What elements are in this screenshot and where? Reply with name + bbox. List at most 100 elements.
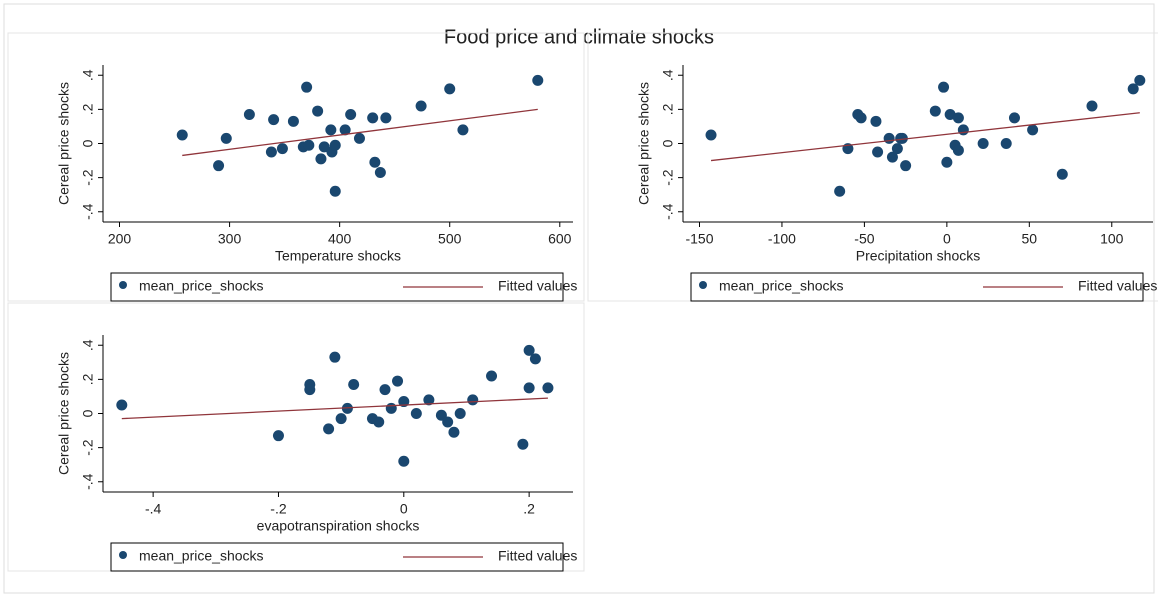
y-tick-label: -.2 <box>80 439 96 456</box>
point <box>457 124 469 136</box>
legend-marker <box>119 551 127 559</box>
point <box>348 378 360 390</box>
point <box>855 112 867 124</box>
legend-box <box>110 272 564 302</box>
point <box>301 81 313 93</box>
point <box>392 375 404 387</box>
point <box>944 108 956 120</box>
point <box>1086 100 1098 112</box>
point <box>220 132 232 144</box>
x-tick-label: 0 <box>943 231 951 247</box>
x-tick-label: 500 <box>438 231 462 247</box>
point <box>329 185 341 197</box>
point <box>345 108 357 120</box>
point <box>883 132 895 144</box>
x-tick-label: 200 <box>108 231 132 247</box>
point <box>374 167 386 179</box>
y-tick-label: -.2 <box>80 169 96 186</box>
x-tick-label: -100 <box>768 231 796 247</box>
point <box>900 160 912 172</box>
y-tick-label: .4 <box>660 69 676 81</box>
point <box>329 351 341 363</box>
point <box>941 156 953 168</box>
point <box>213 160 225 172</box>
y-tick-label: .2 <box>80 373 96 385</box>
point <box>379 384 391 396</box>
legend-marker <box>119 281 127 289</box>
point <box>444 83 456 95</box>
y-tick-label: 0 <box>80 409 96 417</box>
fitted-line <box>710 112 1140 162</box>
y-axis-title: Cereal price shocks <box>56 352 72 475</box>
point <box>323 423 335 435</box>
point <box>870 115 882 127</box>
point <box>1134 74 1146 86</box>
x-tick-label: -150 <box>685 231 713 247</box>
figure-title: Food price and climate shocks <box>444 26 714 48</box>
point <box>369 156 381 168</box>
point <box>1127 83 1139 95</box>
point <box>303 139 315 151</box>
point <box>423 394 435 406</box>
point <box>410 408 422 419</box>
y-tick-label: 0 <box>660 139 676 147</box>
y-tick-label: -.4 <box>80 203 96 220</box>
point <box>304 384 316 396</box>
point <box>891 143 903 155</box>
y-tick-label: -.4 <box>660 203 676 220</box>
point <box>272 430 284 442</box>
point <box>380 112 392 124</box>
x-tick-label: 300 <box>218 231 242 247</box>
x-axis-title: Temperature shocks <box>275 248 401 264</box>
point <box>834 185 846 197</box>
point <box>276 143 288 155</box>
point <box>287 115 299 127</box>
legend-box <box>110 542 564 572</box>
x-tick-label: 400 <box>328 231 352 247</box>
point <box>265 146 277 158</box>
point <box>176 129 188 141</box>
point <box>448 426 460 438</box>
point <box>872 146 884 158</box>
point <box>335 413 347 425</box>
point <box>339 124 351 136</box>
point <box>325 124 337 136</box>
point <box>542 382 554 394</box>
point <box>517 438 529 450</box>
point <box>486 370 498 382</box>
x-tick-label: 0 <box>400 501 408 517</box>
point <box>398 455 410 467</box>
point <box>415 100 427 112</box>
point <box>1008 112 1020 124</box>
y-axis-title: Cereal price shocks <box>636 82 652 205</box>
point <box>329 139 341 151</box>
point <box>705 129 717 141</box>
point <box>373 416 385 428</box>
point <box>116 399 128 411</box>
x-tick-label: -50 <box>854 231 874 247</box>
y-tick-label: -.4 <box>80 473 96 490</box>
x-tick-label: 600 <box>548 231 572 247</box>
point <box>1027 124 1039 136</box>
point <box>315 153 327 165</box>
point <box>938 81 950 93</box>
x-tick-label: -.4 <box>145 501 162 517</box>
point <box>529 353 541 365</box>
legend-marker <box>699 281 707 289</box>
fitted-line <box>182 108 538 157</box>
y-tick-label: 0 <box>80 139 96 147</box>
point <box>442 416 454 428</box>
point <box>367 112 379 124</box>
x-tick-label: 100 <box>1100 231 1124 247</box>
point <box>467 394 479 406</box>
legend-label: Fitted values <box>1078 278 1157 294</box>
fitted-line <box>121 397 548 420</box>
point <box>952 144 964 156</box>
point <box>312 105 324 117</box>
legend-label: mean_price_shocks <box>139 548 264 564</box>
x-tick-label: 50 <box>1022 231 1038 247</box>
point <box>268 114 280 126</box>
x-tick-label: -.2 <box>270 501 287 517</box>
y-tick-label: .4 <box>80 339 96 351</box>
point <box>886 151 898 163</box>
